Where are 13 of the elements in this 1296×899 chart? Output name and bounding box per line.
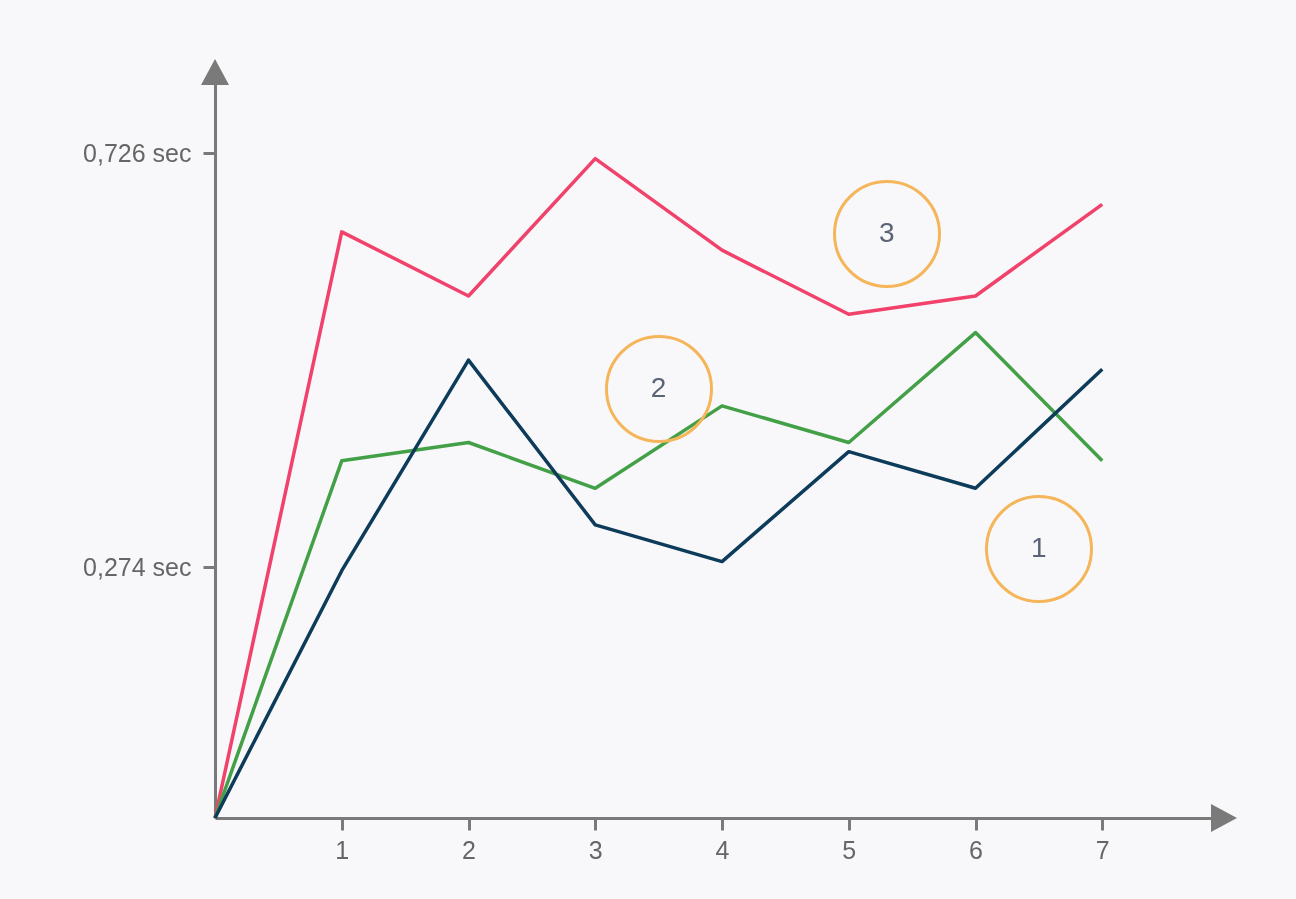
x-tick-label: 1	[335, 835, 350, 864]
line-series	[213, 156, 1104, 820]
text: 3	[878, 216, 895, 248]
x-tick-label: 7	[1095, 835, 1110, 864]
y-tick-label: 0,274 sec	[83, 552, 192, 581]
x-tick-label: 4	[715, 835, 730, 864]
x-tick-label: 3	[588, 835, 603, 864]
x-tick-label: 5	[842, 835, 857, 864]
series-label: 2	[650, 372, 667, 404]
text: 1	[1031, 531, 1047, 563]
y-tick-label: 0,726 sec	[83, 138, 192, 167]
x-tick-label: 2	[462, 835, 476, 864]
x-tick-label: 6	[969, 835, 983, 864]
